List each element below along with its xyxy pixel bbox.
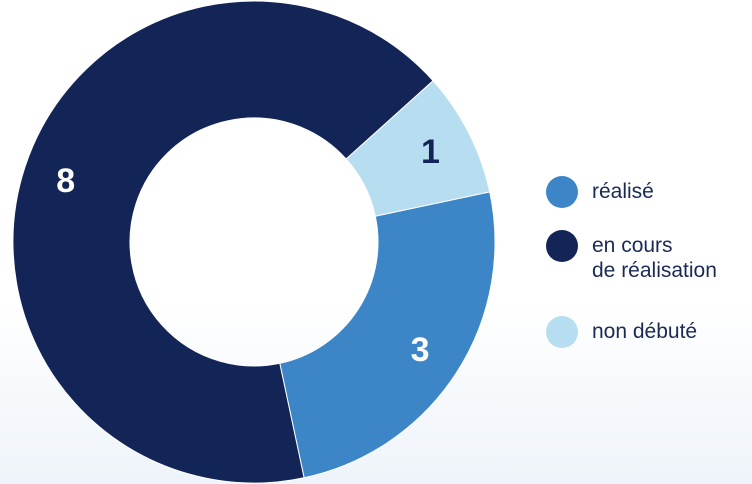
legend-label-realise: réalisé	[592, 180, 654, 203]
donut-slices	[12, 0, 496, 484]
donut-slice-en-cours	[12, 0, 434, 484]
data-label-en-cours: 8	[56, 162, 75, 200]
donut-slice-non-debute	[345, 80, 491, 217]
data-label-non-debute: 1	[421, 133, 440, 171]
legend-swatch-realise	[546, 176, 578, 208]
legend-swatch-en-cours	[546, 230, 578, 262]
donut-slice-realise	[279, 191, 496, 479]
legend-label-en-cours: en cours de réalisation	[592, 234, 717, 282]
legend-item-realise: réalisé	[546, 176, 654, 208]
data-label-realise: 3	[411, 331, 430, 369]
legend-label-non-debute: non débuté	[592, 320, 698, 343]
legend-item-non-debute: non débuté	[546, 316, 697, 348]
legend-item-en-cours: en cours de réalisation	[546, 230, 717, 283]
legend-swatch-non-debute	[546, 316, 578, 348]
donut-data-labels: 3 8 1	[56, 133, 440, 369]
